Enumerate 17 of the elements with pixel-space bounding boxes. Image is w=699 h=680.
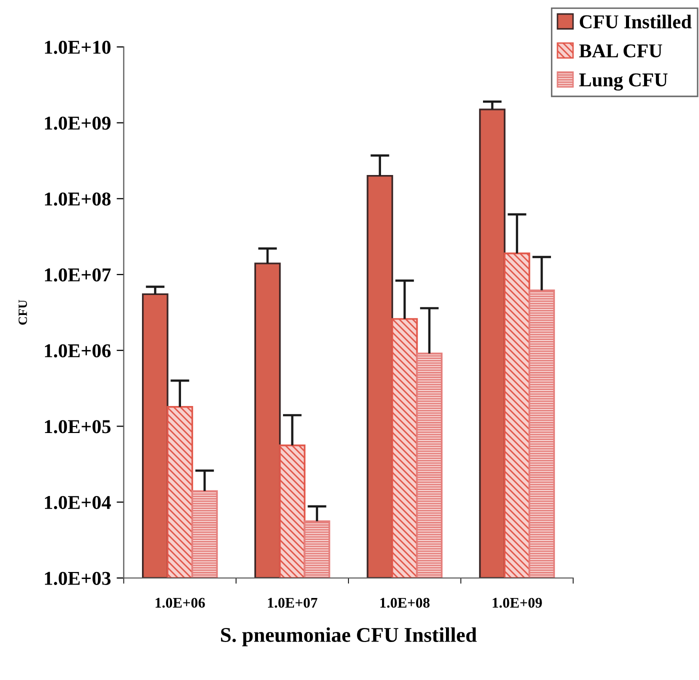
legend-label: Lung CFU bbox=[579, 73, 668, 91]
legend-label: BAL CFU bbox=[579, 44, 662, 58]
y-tick-label: 1.0E+03 bbox=[44, 572, 111, 586]
y-tick-label: 1.0E+05 bbox=[44, 420, 111, 434]
y-tick-label: 1.0E+08 bbox=[44, 192, 111, 206]
x-axis-title: S. pneumoniae CFU Instilled bbox=[221, 627, 477, 646]
y-tick-label: 1.0E+04 bbox=[44, 496, 111, 510]
legend-label: CFU Instilled bbox=[580, 14, 692, 28]
x-tick-label: 1.0E+08 bbox=[380, 598, 430, 608]
y-tick-label: 1.0E+10 bbox=[44, 40, 110, 54]
x-tick-label: 1.0E+09 bbox=[492, 598, 542, 608]
y-tick-label: 1.0E+06 bbox=[44, 344, 111, 358]
y-tick-label: 1.0E+09 bbox=[44, 116, 111, 130]
y-axis-title: CFU bbox=[18, 300, 27, 325]
y-tick-label: 1.0E+07 bbox=[44, 268, 111, 282]
x-tick-label: 1.0E+07 bbox=[268, 598, 318, 608]
x-tick-label: 1.0E+06 bbox=[156, 598, 205, 608]
